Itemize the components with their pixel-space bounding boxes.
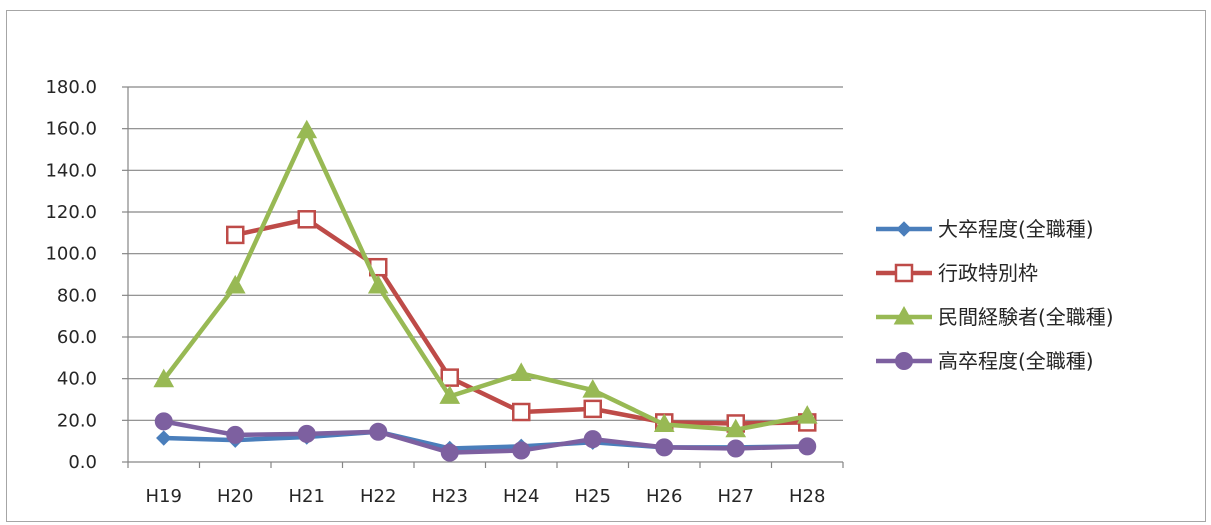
data-point	[440, 443, 459, 462]
data-point	[369, 422, 388, 441]
series-2	[226, 210, 817, 433]
x-tick-label: H24	[503, 486, 539, 507]
data-point	[226, 425, 245, 444]
series-line	[161, 128, 810, 432]
data-point	[156, 430, 172, 446]
y-tick-label: 80.0	[57, 285, 97, 306]
chart-frame	[6, 10, 1206, 522]
data-point	[440, 368, 459, 387]
data-point	[726, 439, 745, 458]
series-line	[233, 217, 810, 426]
data-point	[725, 418, 747, 438]
x-tick-label: H28	[789, 486, 825, 507]
data-point	[154, 412, 173, 431]
y-tick-label: 180.0	[45, 77, 97, 98]
y-tick-label: 160.0	[45, 119, 97, 140]
x-tick-label: H20	[217, 486, 253, 507]
x-tick-label: H23	[432, 486, 468, 507]
y-tick-label: 120.0	[45, 202, 97, 223]
x-tick-label: H19	[146, 486, 182, 507]
y-tick-label: 60.0	[57, 327, 97, 348]
data-point	[510, 362, 532, 381]
x-tick-label: H21	[289, 486, 325, 507]
y-tick-label: 140.0	[45, 160, 97, 181]
data-point	[297, 210, 316, 229]
legend-marker	[896, 221, 912, 237]
data-point	[226, 225, 245, 245]
y-tick-label: 100.0	[45, 244, 97, 265]
legend-marker	[894, 263, 914, 283]
legend-label: 大卒程度(全職種)	[938, 217, 1094, 241]
legend-marker	[893, 305, 915, 325]
data-point	[367, 274, 389, 294]
legend-label: 高卒程度(全職種)	[938, 349, 1094, 373]
data-point	[512, 402, 531, 422]
data-point	[297, 424, 316, 443]
x-tick-label: H22	[360, 486, 396, 507]
data-point	[512, 441, 531, 460]
data-point	[653, 413, 675, 432]
data-point	[296, 119, 318, 139]
series-line	[161, 419, 810, 455]
data-point	[583, 399, 602, 419]
legend-item: 高卒程度(全職種)	[876, 349, 1094, 373]
y-tick-label: 20.0	[57, 410, 97, 431]
legend-item: 民間経験者(全職種)	[876, 305, 1114, 329]
data-point	[439, 385, 461, 404]
legend-item: 行政特別枠	[876, 261, 1038, 285]
legend-item: 大卒程度(全職種)	[876, 217, 1094, 241]
legend-label: 民間経験者(全職種)	[938, 305, 1114, 329]
data-point	[798, 437, 817, 456]
data-point	[224, 274, 246, 294]
x-tick-label: H25	[575, 486, 611, 507]
x-tick-label: H27	[718, 486, 754, 507]
legend-marker	[895, 352, 913, 370]
series-4	[154, 412, 817, 462]
series-3	[153, 119, 818, 438]
data-point	[655, 438, 674, 457]
data-point	[796, 405, 818, 424]
legend-label: 行政特別枠	[938, 261, 1038, 285]
y-tick-label: 0.0	[68, 452, 97, 473]
x-tick-label: H26	[646, 486, 682, 507]
y-tick-label: 40.0	[57, 369, 97, 390]
data-point	[582, 379, 604, 398]
data-point	[153, 368, 175, 388]
data-point	[583, 430, 602, 449]
